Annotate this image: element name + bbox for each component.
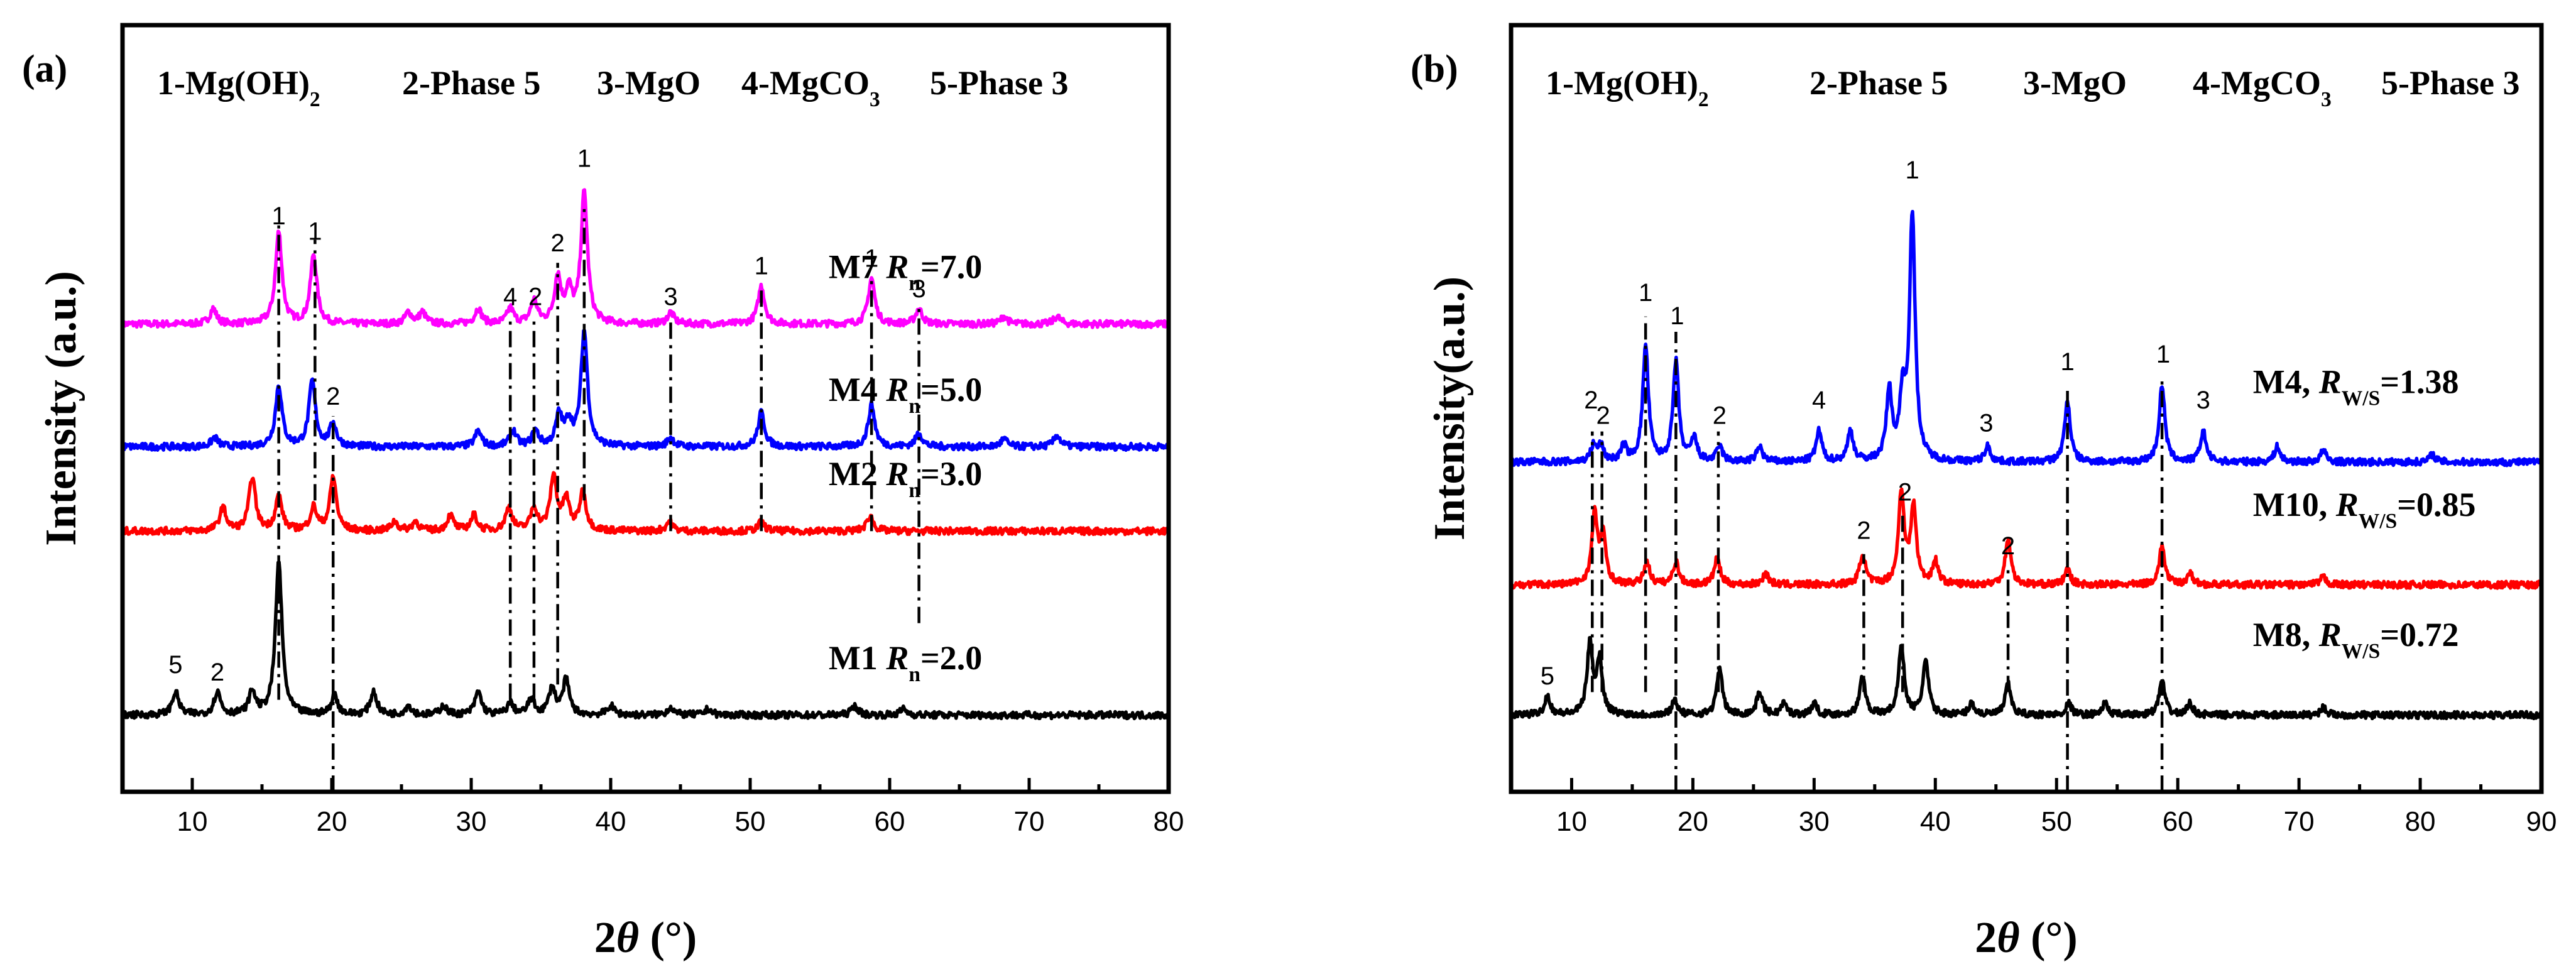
x-tick-label: 20 <box>1678 806 1708 837</box>
x-tick-label: 20 <box>317 806 347 837</box>
x-tick-label: 90 <box>2526 806 2557 837</box>
y-axis-label: Intensity (a.u.) <box>37 271 85 546</box>
x-tick-label: 70 <box>1014 806 1045 837</box>
panel-label: (b) <box>1411 48 1458 90</box>
peak-label: 1 <box>1670 302 1684 330</box>
phase-legend-item: 4-MgCO3 <box>741 64 880 111</box>
peak-label: 1 <box>2156 341 2170 368</box>
phase-legend-item: 5-Phase 3 <box>2381 64 2519 102</box>
phase-legend-item: 2-Phase 5 <box>1809 64 1948 102</box>
peak-label: 3 <box>1979 410 1993 437</box>
x-axis-label: 2θ (°) <box>1975 914 2077 962</box>
peak-label: 2 <box>2001 532 2015 560</box>
peak-label: 2 <box>210 659 224 686</box>
x-tick-label: 10 <box>1556 806 1587 837</box>
plot-frame <box>120 23 1171 794</box>
peak-label: 1 <box>2060 348 2074 376</box>
peak-label: 2 <box>1898 478 1912 506</box>
peak-label: 3 <box>663 283 677 310</box>
phase-legend-item: 3-MgO <box>2023 64 2127 102</box>
series-line-m7 <box>121 188 1171 329</box>
series-label: M10, RW/S=0.85 <box>2253 486 2476 533</box>
x-tick-label: 40 <box>596 806 626 837</box>
peak-label: 2 <box>326 383 340 410</box>
peak-label: 1 <box>1906 156 1919 184</box>
peak-label: 5 <box>1541 662 1554 690</box>
series-label: M8, RW/S=0.72 <box>2253 616 2459 663</box>
x-tick-label: 60 <box>875 806 905 837</box>
x-tick-label: 60 <box>2163 806 2193 837</box>
peak-label: 2 <box>1713 402 1727 429</box>
peak-label: 5 <box>168 651 182 679</box>
phase-legend-item: 5-Phase 3 <box>930 64 1068 102</box>
peak-label: 1 <box>577 145 591 173</box>
series-line-m2 <box>121 471 1171 537</box>
phase-legend-item: 4-MgCO3 <box>2193 64 2332 111</box>
series-line-m4 <box>121 329 1171 452</box>
series-label: M1 Rn=2.0 <box>829 639 982 686</box>
peak-label: 2 <box>1857 517 1870 544</box>
plot-frame <box>1509 23 2544 794</box>
peak-label: 4 <box>503 283 517 310</box>
peak-label: 3 <box>912 275 925 303</box>
peak-label: 2 <box>528 283 542 310</box>
series-label: M4 Rn=5.0 <box>829 371 982 418</box>
peak-label: 4 <box>1812 386 1826 414</box>
peak-label: 2 <box>1584 386 1598 414</box>
phase-legend-item: 1-Mg(OH)2 <box>1546 64 1709 111</box>
phase-legend-item: 3-MgO <box>597 64 701 102</box>
y-axis-label: Intensity(a.u.) <box>1426 276 1474 540</box>
series-line-m10 <box>1509 487 2543 590</box>
peak-label: 2 <box>551 229 565 257</box>
series-label: M7 Rn=7.0 <box>829 248 982 295</box>
series-line-m8 <box>1509 636 2543 721</box>
peak-label: 1 <box>308 218 322 246</box>
x-tick-label: 70 <box>2284 806 2315 837</box>
peak-label: 1 <box>865 244 878 272</box>
x-tick-label: 80 <box>2405 806 2436 837</box>
peak-label: 1 <box>755 253 768 280</box>
peak-label: 1 <box>1639 279 1652 307</box>
series-label: M2 Rn=3.0 <box>829 455 982 502</box>
panel-label: (a) <box>22 48 67 90</box>
series-label: M4, RW/S=1.38 <box>2253 363 2459 410</box>
peak-label: 1 <box>272 202 286 230</box>
x-tick-label: 40 <box>1920 806 1951 837</box>
series-line-m1 <box>121 560 1171 721</box>
x-tick-label: 50 <box>2041 806 2072 837</box>
x-tick-label: 10 <box>177 806 208 837</box>
x-tick-label: 30 <box>1799 806 1830 837</box>
phase-legend-item: 2-Phase 5 <box>402 64 540 102</box>
peak-label: 3 <box>2197 386 2210 414</box>
x-tick-label: 50 <box>735 806 766 837</box>
series-line-m4 <box>1509 209 2543 468</box>
phase-legend-item: 1-Mg(OH)2 <box>157 64 320 111</box>
x-axis-label: 2θ (°) <box>594 914 697 962</box>
peak-label: 2 <box>1596 402 1610 429</box>
x-tick-label: 30 <box>456 806 487 837</box>
x-tick-label: 80 <box>1154 806 1184 837</box>
